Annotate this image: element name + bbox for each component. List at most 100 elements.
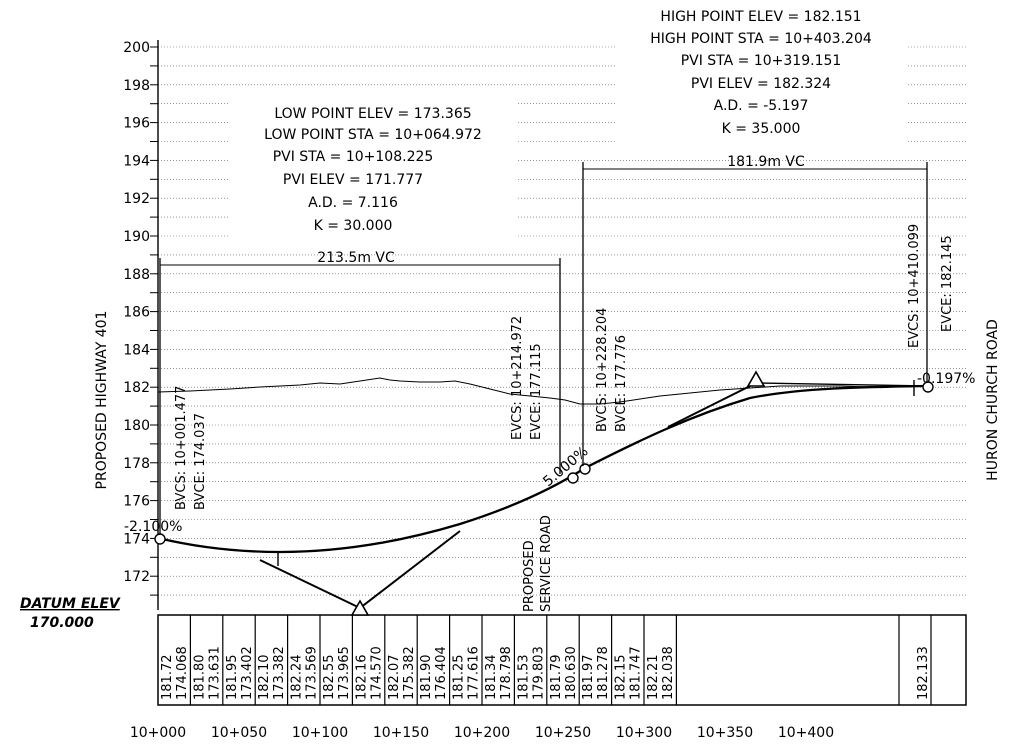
y-tick-label: 186 <box>123 305 150 321</box>
existing-elevation-cell: 182.15 <box>614 655 629 701</box>
proposed-elevation-cell: 176.404 <box>434 646 449 700</box>
right-curve-data: HIGH POINT ELEV = 182.151 HIGH POINT STA… <box>616 5 906 143</box>
proposed-elevation-cell: 179.803 <box>531 646 546 700</box>
x-tick-label: 10+150 <box>373 725 429 741</box>
existing-elevation-cell: 181.80 <box>192 655 207 701</box>
bvc-left-circle <box>154 533 166 545</box>
left-curve-line: LOW POINT STA = 10+064.972 <box>264 127 482 143</box>
left-pvi-triangle <box>350 599 370 616</box>
right-grade-label: -0.197% <box>917 371 975 387</box>
evce-right: EVCE: 182.145 <box>940 235 955 332</box>
proposed-elevation-cell: 173.382 <box>272 646 287 700</box>
existing-elevation-cell: 181.79 <box>549 655 564 701</box>
proposed-elevation-cell: 174.068 <box>175 646 190 700</box>
y-tick-label: 192 <box>123 191 150 207</box>
evce-left: EVCE: 177.115 <box>529 343 544 440</box>
proposed-elevation-cell: 173.631 <box>207 646 222 700</box>
proposed-elevation-cell: 173.569 <box>305 646 320 700</box>
left-curve-line: K = 30.000 <box>314 218 393 234</box>
proposed-elevation-cell: 182.038 <box>661 646 676 700</box>
left-vertical-title: PROPOSED HIGHWAY 401 <box>94 311 110 490</box>
evc-right-circle <box>922 381 934 393</box>
proposed-elevation-cell: 181.747 <box>629 646 644 700</box>
bvce-right: BVCE: 177.776 <box>614 335 629 432</box>
station-axis-labels: 10+000 10+050 10+100 10+150 10+200 10+250 10+3… <box>130 725 834 741</box>
proposed-elevation-cell: 174.570 <box>369 646 384 700</box>
proposed-elevation-cell: 180.630 <box>564 646 579 700</box>
y-tick-label: 188 <box>123 267 150 283</box>
right-curve-line: HIGH POINT STA = 10+403.204 <box>650 31 872 47</box>
existing-elevation-cell: 181.34 <box>484 655 499 701</box>
y-tick-label: 196 <box>123 116 150 132</box>
bvcs-left: BVCS: 10+001.477 <box>174 386 189 510</box>
right-curve-line: PVI ELEV = 182.324 <box>691 76 831 92</box>
y-tick-label: 176 <box>123 494 150 510</box>
left-grade-label: -2.100% <box>124 519 182 535</box>
bvcs-right: BVCS: 10+228.204 <box>595 308 610 432</box>
right-tangent-in <box>667 382 757 428</box>
x-tick-label: 10+350 <box>697 725 753 741</box>
x-tick-label: 10+100 <box>292 725 348 741</box>
x-tick-label: 10+300 <box>616 725 672 741</box>
existing-elevation-cell: 182.55 <box>322 655 337 701</box>
service-road-label: SERVICE ROAD <box>539 515 554 612</box>
left-tangent-in <box>259 559 361 609</box>
left-vc-length: 213.5m VC <box>317 250 395 266</box>
y-tick-label: 172 <box>123 569 150 585</box>
elevation-axis-labels: 200 198 196 194 192 190 188 186 184 182 180 178 176 1… <box>123 40 150 585</box>
proposed-elevation-cell: 173.402 <box>240 646 255 700</box>
x-tick-label: 10+200 <box>454 725 510 741</box>
evcs-right: EVCS: 10+410.099 <box>907 224 922 348</box>
proposed-elevation-cell: 181.278 <box>596 646 611 700</box>
bvc-right-circle <box>579 463 591 475</box>
evcs-left: EVCS: 10+214.972 <box>510 316 525 440</box>
right-curve-line: PVI STA = 10+319.151 <box>681 53 842 69</box>
elevation-table: 181.72 174.068 181.80 173.631 181.95 173.402 1… <box>157 614 967 706</box>
right-tangent-out <box>755 382 929 387</box>
existing-elevation-cell: 181.25 <box>452 655 467 701</box>
right-curve-line: A.D. = -5.197 <box>714 98 809 114</box>
proposed-elevation-cell: 177.616 <box>467 646 482 700</box>
datum-label: DATUM ELEV <box>20 596 121 612</box>
existing-elevation-cell: 182.07 <box>387 655 402 701</box>
bvce-left: BVCE: 174.037 <box>193 413 208 510</box>
right-pvi-triangle <box>746 370 766 387</box>
existing-elevation-cell: 181.97 <box>581 655 596 701</box>
x-tick-label: 10+000 <box>130 725 186 741</box>
datum-value: 170.000 <box>30 615 94 631</box>
left-curve-data: LOW POINT ELEV = 173.365 LOW POINT STA =… <box>228 103 518 237</box>
proposed-elevation-cell: 175.382 <box>402 646 417 700</box>
left-curve-line: PVI STA = 10+108.225 <box>273 149 434 165</box>
x-tick-label: 10+050 <box>211 725 267 741</box>
y-tick-label: 180 <box>123 418 150 434</box>
y-tick-label: 198 <box>123 78 150 94</box>
existing-elevation-cell: 182.24 <box>290 655 305 701</box>
y-tick-label: 182 <box>123 380 150 396</box>
existing-elevation-cell: 181.90 <box>419 655 434 701</box>
right-curve-line: HIGH POINT ELEV = 182.151 <box>660 9 861 25</box>
existing-elevation-cell: 181.95 <box>225 655 240 701</box>
y-tick-label: 184 <box>123 342 150 358</box>
existing-elevation-cell: 182.10 <box>257 655 272 701</box>
existing-elevation-cell: 181.72 <box>160 655 175 701</box>
right-vc-length: 181.9m VC <box>727 154 805 170</box>
right-vertical-title: HURON CHURCH ROAD <box>985 319 1001 481</box>
y-tick-label: 200 <box>123 40 150 56</box>
existing-ground-line <box>157 377 931 405</box>
table-frame <box>157 614 967 706</box>
proposed-elevation-cell: 182.133 <box>916 646 931 700</box>
proposed-elevation-cell: 178.798 <box>499 646 514 700</box>
y-tick-label: 190 <box>123 229 150 245</box>
service-road-label: PROPOSED <box>522 540 537 612</box>
x-tick-label: 10+250 <box>535 725 591 741</box>
left-curve-line: LOW POINT ELEV = 173.365 <box>274 106 471 122</box>
proposed-profile-line <box>157 384 929 554</box>
y-tick-label: 174 <box>123 531 150 547</box>
left-curve-line: PVI ELEV = 171.777 <box>283 172 423 188</box>
existing-elevation-cell: 182.21 <box>646 655 661 701</box>
x-tick-label: 10+400 <box>778 725 834 741</box>
elevation-grid <box>150 46 966 596</box>
right-curve-line: K = 35.000 <box>722 121 801 137</box>
left-tangent-out <box>359 530 461 609</box>
